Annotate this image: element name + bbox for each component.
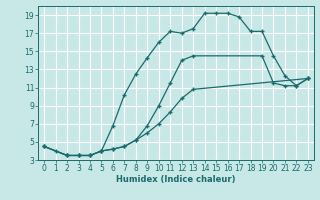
X-axis label: Humidex (Indice chaleur): Humidex (Indice chaleur): [116, 175, 236, 184]
